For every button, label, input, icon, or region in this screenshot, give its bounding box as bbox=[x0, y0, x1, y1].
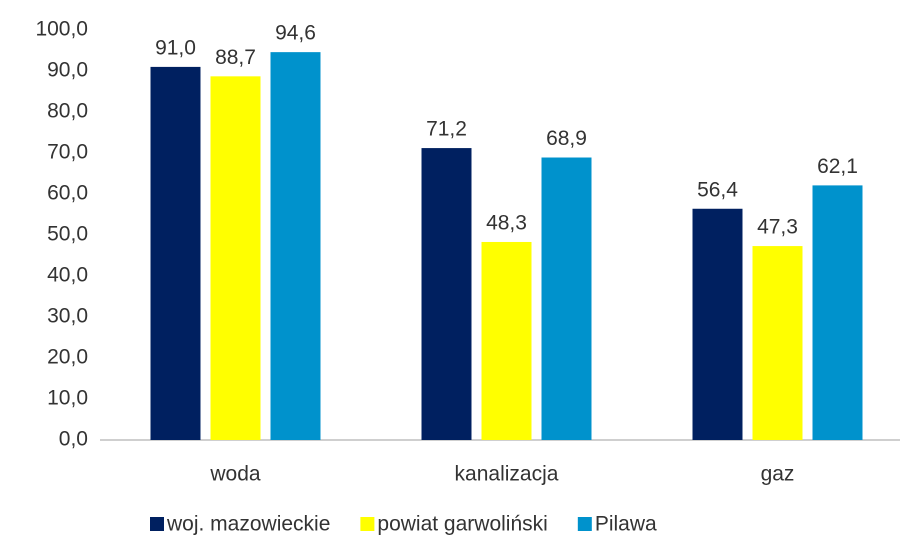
legend-label: powiat garwoliński bbox=[377, 513, 547, 536]
legend-label: Pilawa bbox=[595, 513, 657, 536]
bar bbox=[692, 208, 743, 440]
y-tick-label: 0,0 bbox=[59, 428, 88, 451]
bar bbox=[421, 148, 472, 440]
y-tick-label: 10,0 bbox=[47, 387, 88, 410]
value-label: 91,0 bbox=[155, 36, 196, 59]
y-tick-label: 30,0 bbox=[47, 305, 88, 328]
x-tick-label: gaz bbox=[761, 463, 795, 486]
y-tick-label: 60,0 bbox=[47, 182, 88, 205]
x-tick-label: kanalizacja bbox=[455, 463, 559, 486]
bar bbox=[481, 241, 532, 440]
value-label: 47,3 bbox=[757, 216, 798, 239]
value-label: 94,6 bbox=[275, 22, 316, 45]
value-label: 62,1 bbox=[817, 155, 858, 178]
y-tick-label: 70,0 bbox=[47, 141, 88, 164]
y-tick-label: 40,0 bbox=[47, 264, 88, 287]
value-label: 68,9 bbox=[546, 127, 587, 150]
y-tick-label: 50,0 bbox=[47, 223, 88, 246]
legend-label: woj. mazowieckie bbox=[166, 513, 330, 536]
legend-swatch bbox=[360, 517, 375, 531]
bar bbox=[150, 66, 201, 441]
bar bbox=[270, 52, 321, 440]
bar bbox=[752, 246, 803, 440]
y-tick-label: 80,0 bbox=[47, 100, 88, 123]
value-label: 88,7 bbox=[215, 46, 256, 69]
y-tick-label: 20,0 bbox=[47, 346, 88, 369]
value-label: 48,3 bbox=[486, 212, 527, 235]
legend-swatch bbox=[577, 517, 592, 531]
bar bbox=[541, 157, 592, 440]
y-tick-label: 100,0 bbox=[35, 18, 88, 41]
y-tick-label: 90,0 bbox=[47, 59, 88, 82]
value-label: 56,4 bbox=[697, 178, 738, 201]
legend-swatch bbox=[150, 517, 164, 531]
bar bbox=[812, 185, 863, 440]
bar bbox=[210, 76, 261, 440]
x-tick-label: woda bbox=[209, 463, 261, 486]
value-label: 71,2 bbox=[426, 118, 467, 141]
